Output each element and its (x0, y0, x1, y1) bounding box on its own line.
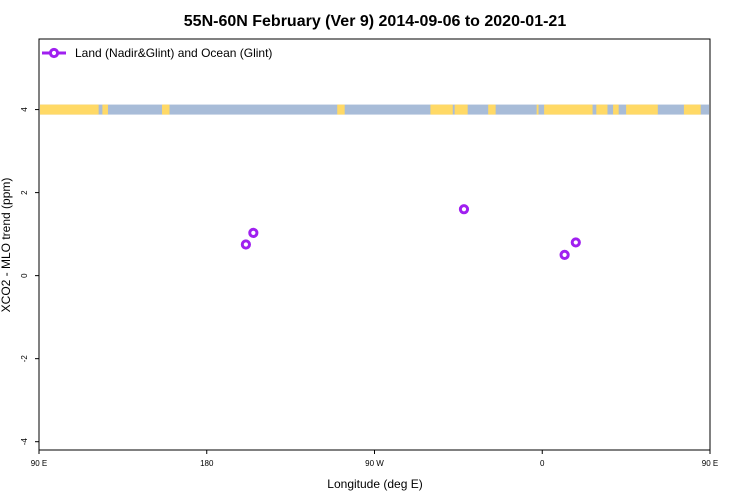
map-land (536, 104, 539, 115)
y-axis: 4 2 0 -2 -4 (20, 107, 39, 445)
x-axis: 90 E 180 90 W 0 90 E (31, 450, 718, 468)
plot-frame (38, 38, 711, 451)
map-land (337, 104, 345, 115)
map-ocean (40, 104, 709, 115)
x-tick-label: 180 (200, 459, 214, 468)
x-tick-label: 0 (540, 459, 545, 468)
map-land (162, 104, 170, 115)
chart-title: 55N-60N February (Ver 9) 2014-09-06 to 2… (184, 13, 567, 30)
map-land (454, 104, 468, 115)
map-land (613, 104, 619, 115)
legend-label: Land (Nadir&Glint) and Ocean (Glint) (75, 46, 272, 60)
data-point (240, 239, 251, 250)
y-tick-label: 4 (20, 107, 29, 112)
x-tick-label: 90 E (31, 459, 47, 468)
data-point (458, 204, 470, 215)
legend: Land (Nadir&Glint) and Ocean (Glint) (42, 46, 272, 60)
y-tick-label: -4 (20, 438, 29, 446)
data-point (559, 249, 570, 260)
map-land (40, 104, 99, 115)
map-land (544, 104, 593, 115)
data-point (248, 227, 259, 238)
y-axis-label: XCO2 - MLO trend (ppm) (0, 178, 13, 313)
map-land (430, 104, 453, 115)
x-tick-label: 90 E (702, 459, 718, 468)
y-tick-label: 2 (20, 190, 29, 195)
map-land (683, 104, 701, 115)
legend-marker (48, 47, 60, 59)
map-land (102, 104, 108, 115)
y-tick-label: 0 (20, 273, 29, 278)
y-tick-label: -2 (20, 355, 29, 363)
map-land (488, 104, 496, 115)
map-land (626, 104, 658, 115)
data-points (240, 204, 581, 260)
data-point (570, 237, 581, 248)
x-tick-label: 90 W (365, 459, 384, 468)
x-axis-label: Longitude (deg E) (327, 477, 422, 491)
map-strip (40, 104, 709, 115)
map-land (596, 104, 608, 115)
